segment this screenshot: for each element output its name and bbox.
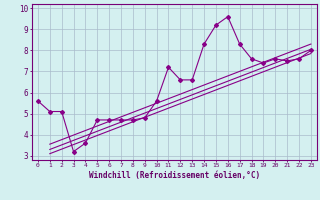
X-axis label: Windchill (Refroidissement éolien,°C): Windchill (Refroidissement éolien,°C): [89, 171, 260, 180]
